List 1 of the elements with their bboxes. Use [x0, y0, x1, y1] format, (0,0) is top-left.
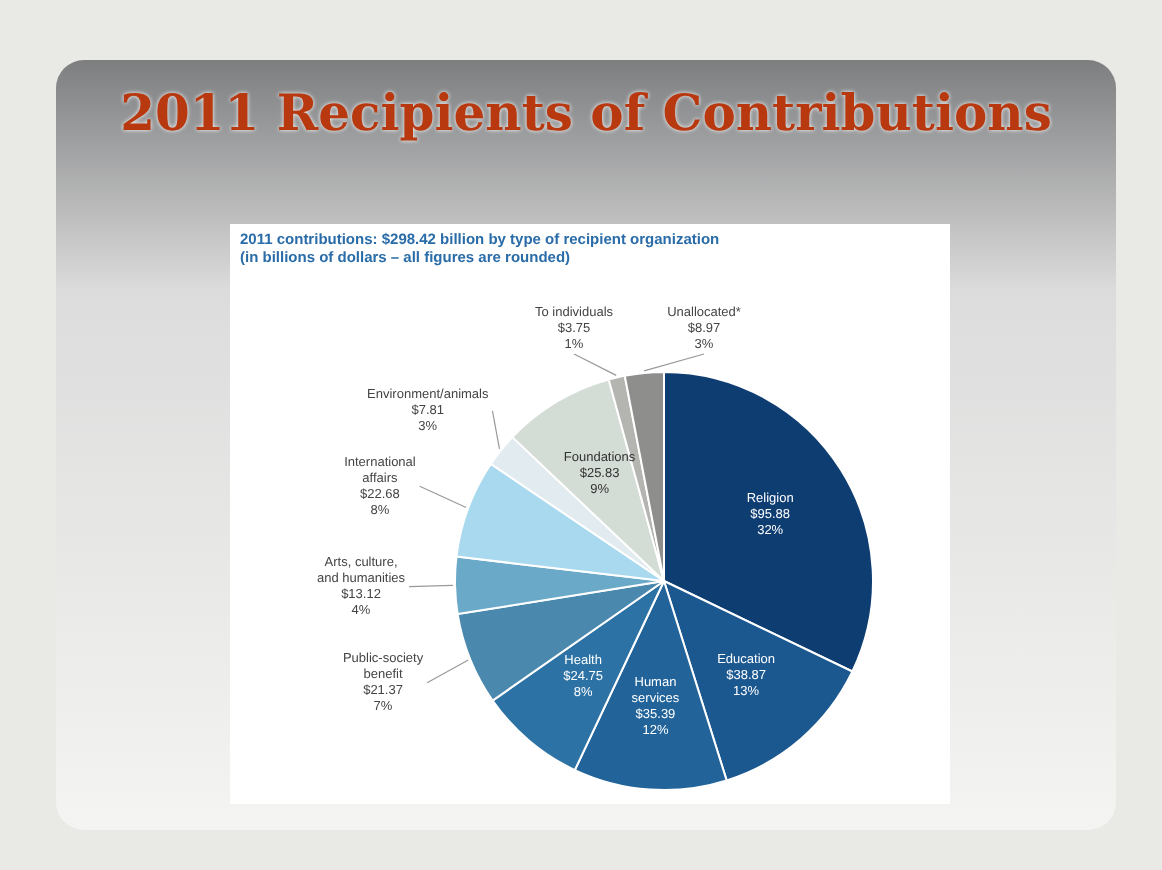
chart-title: 2011 Recipients of Contributions [118, 84, 1054, 142]
